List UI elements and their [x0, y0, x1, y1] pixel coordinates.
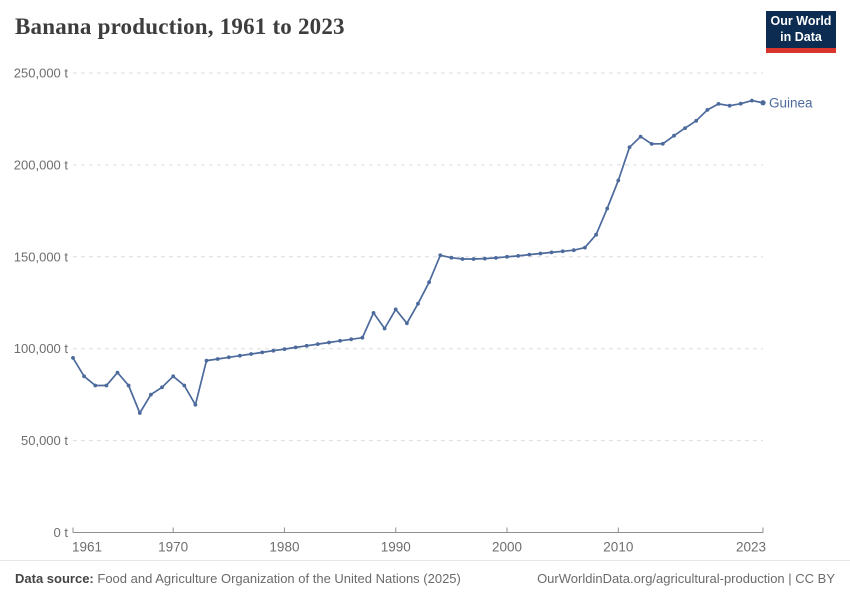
data-point	[193, 402, 198, 407]
data-point	[182, 383, 187, 388]
y-axis-tick-label: 200,000 t	[14, 157, 69, 172]
owid-logo[interactable]: Our World in Data	[766, 11, 836, 53]
data-point	[238, 353, 242, 358]
y-axis-tick-label: 50,000 t	[21, 433, 68, 448]
data-point	[405, 321, 409, 326]
data-point	[505, 254, 509, 259]
y-axis-tick-label: 0 t	[54, 525, 69, 540]
x-axis-tick-label: 2023	[736, 540, 766, 555]
data-point	[82, 374, 86, 379]
data-point	[327, 340, 331, 345]
data-point	[638, 134, 643, 139]
data-point	[215, 357, 220, 361]
logo-line1: Our World	[770, 14, 832, 29]
data-point	[672, 133, 676, 138]
data-point	[616, 178, 621, 183]
data-point	[204, 358, 209, 363]
x-axis-tick-label: 1990	[381, 540, 411, 555]
data-point	[260, 350, 265, 355]
data-point	[660, 141, 665, 146]
x-axis-tick-label: 2010	[603, 540, 633, 555]
data-source: Data source: Food and Agriculture Organi…	[15, 571, 461, 586]
data-point	[160, 385, 164, 390]
data-point	[338, 338, 342, 343]
data-point	[416, 301, 420, 306]
footer-citation-link[interactable]: OurWorldinData.org/agricultural-producti…	[537, 571, 835, 586]
data-point	[427, 280, 431, 285]
logo-line2: in Data	[780, 29, 822, 44]
data-point	[171, 374, 176, 379]
data-point	[315, 342, 320, 346]
x-axis-tick-label: 1961	[72, 540, 102, 555]
data-point	[137, 411, 142, 415]
data-point	[716, 102, 721, 106]
data-point	[104, 383, 109, 388]
data-point	[93, 383, 98, 388]
series-end-dot	[760, 100, 766, 106]
data-point	[482, 256, 487, 261]
data-point	[226, 355, 231, 360]
data-point	[460, 257, 465, 261]
y-axis-tick-label: 150,000 t	[14, 249, 69, 264]
x-axis-tick-label: 1980	[269, 540, 299, 555]
series-label: Guinea	[769, 95, 813, 110]
data-point	[627, 145, 632, 150]
data-point	[583, 245, 587, 250]
data-point	[449, 255, 454, 260]
data-point	[126, 383, 131, 388]
data-point	[605, 206, 610, 211]
footer: Data source: Food and Agriculture Organi…	[0, 560, 850, 600]
data-point	[683, 126, 687, 130]
data-point	[750, 98, 754, 103]
data-point	[738, 101, 743, 106]
data-point	[538, 251, 543, 256]
page-title: Banana production, 1961 to 2023	[15, 14, 345, 39]
data-point	[438, 253, 443, 258]
data-point	[304, 343, 309, 348]
y-axis-tick-label: 250,000 t	[14, 66, 69, 81]
data-point	[71, 356, 75, 360]
data-point	[549, 250, 554, 255]
data-point	[471, 257, 476, 261]
data-point	[115, 370, 120, 375]
data-point	[560, 249, 565, 254]
y-axis-tick-label: 100,000 t	[14, 341, 69, 356]
data-point	[293, 345, 298, 350]
data-point	[271, 348, 276, 353]
data-point	[382, 326, 387, 331]
x-axis-tick-label: 1970	[158, 540, 188, 555]
data-point	[694, 118, 699, 123]
data-point	[349, 337, 354, 342]
data-source-text: Food and Agriculture Organization of the…	[97, 571, 461, 586]
data-point	[371, 311, 376, 315]
data-point	[727, 103, 732, 108]
data-point	[360, 335, 365, 340]
data-point	[249, 352, 254, 356]
data-point	[571, 248, 576, 253]
data-point	[527, 252, 532, 257]
data-point	[282, 347, 287, 351]
data-point	[594, 232, 598, 237]
data-source-label: Data source:	[15, 571, 94, 586]
x-axis-tick-label: 2000	[492, 540, 522, 555]
data-point	[149, 392, 153, 397]
data-point	[494, 256, 498, 260]
data-point	[705, 108, 710, 112]
data-point	[649, 142, 654, 146]
data-point	[516, 254, 521, 258]
data-point	[393, 307, 398, 312]
